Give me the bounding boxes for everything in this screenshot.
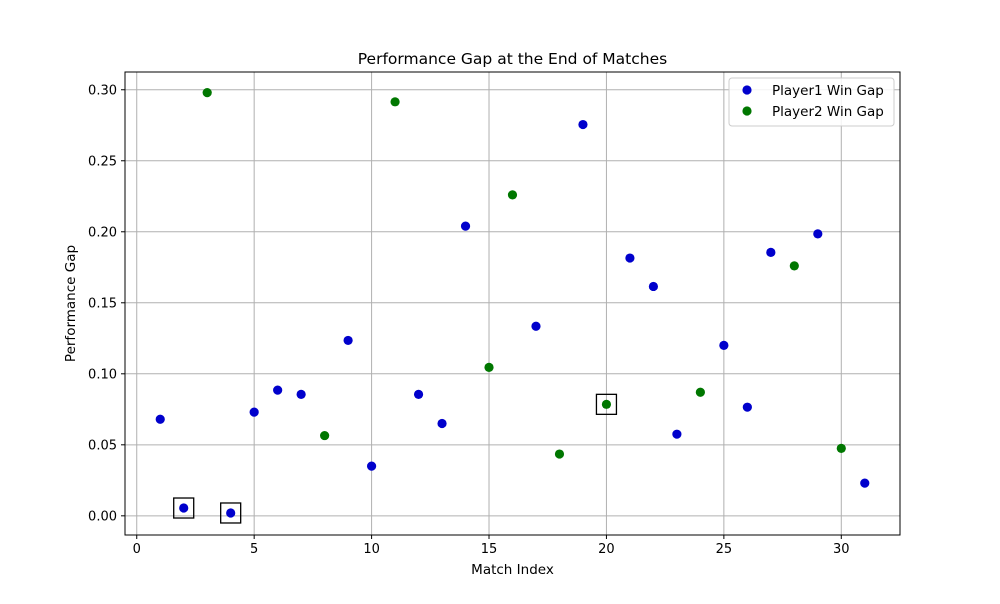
player1-win-point <box>578 119 588 130</box>
y-tick-label: 0.00 <box>88 509 117 524</box>
player1-win-point <box>437 418 447 429</box>
y-tick-label: 0.10 <box>88 367 117 382</box>
y-axis-label: Performance Gap <box>63 245 79 362</box>
data-points <box>155 87 870 518</box>
grid-lines <box>125 72 900 535</box>
legend-marker-player2 <box>742 106 752 116</box>
player2-win-point <box>202 87 212 98</box>
legend-marker-player1 <box>742 85 752 95</box>
player2-win-point <box>836 443 846 453</box>
player1-win-point <box>343 335 353 346</box>
highlight-box <box>595 393 618 415</box>
player1-win-point <box>296 389 306 399</box>
player1-win-point <box>273 385 283 395</box>
chart-title: Performance Gap at the End of Matches <box>358 50 667 68</box>
player1-win-point <box>179 503 189 513</box>
player1-win-point <box>413 389 424 399</box>
player1-win-point <box>226 508 236 518</box>
player2-win-point <box>390 97 400 107</box>
player2-win-point <box>507 190 518 200</box>
legend-label-player1: Player1 Win Gap <box>772 83 884 99</box>
plot-frame <box>124 71 901 536</box>
player1-win-point <box>766 247 776 257</box>
player1-win-point <box>860 478 870 488</box>
x-tick-label: 20 <box>598 542 615 557</box>
x-axis-label: Match Index <box>471 562 554 578</box>
axis-ticks: 0 5 10 15 20 25 30 0.00 0.05 0.10 0.15 0.20 0.25 0.30 <box>88 83 850 557</box>
player2-win-point <box>695 387 705 397</box>
x-tick-label: 30 <box>833 542 850 557</box>
player1-win-point <box>813 229 823 239</box>
y-tick-label: 0.25 <box>88 154 117 169</box>
highlight-box <box>173 497 195 519</box>
legend: Player1 Win Gap Player2 Win Gap <box>728 77 895 127</box>
player1-win-point <box>366 461 377 471</box>
y-tick-label: 0.20 <box>88 225 117 240</box>
legend-label-player2: Player2 Win Gap <box>772 104 884 120</box>
player2-win-point <box>484 362 494 373</box>
player2-win-point <box>601 399 612 409</box>
x-tick-label: 15 <box>481 542 498 557</box>
x-tick-label: 0 <box>133 542 141 557</box>
player1-win-point <box>460 221 471 231</box>
player1-win-point <box>719 340 729 350</box>
player1-win-point <box>672 429 682 439</box>
player1-win-point <box>625 253 635 263</box>
x-tick-label: 5 <box>250 542 258 557</box>
player2-win-point <box>320 430 330 441</box>
player1-win-point <box>249 407 259 417</box>
player2-win-point <box>789 261 799 271</box>
x-tick-label: 10 <box>363 542 380 557</box>
legend-box <box>728 77 895 127</box>
x-tick-label: 25 <box>716 542 733 557</box>
highlight-box <box>220 502 242 524</box>
player1-win-point <box>742 402 752 412</box>
player1-win-point <box>155 414 165 424</box>
player1-win-point <box>531 321 541 331</box>
player2-win-point <box>554 449 565 459</box>
player1-win-point <box>648 281 659 292</box>
highlight-boxes <box>173 393 618 524</box>
y-tick-label: 0.05 <box>88 438 117 453</box>
y-tick-label: 0.30 <box>88 83 117 98</box>
y-tick-label: 0.15 <box>88 296 117 311</box>
